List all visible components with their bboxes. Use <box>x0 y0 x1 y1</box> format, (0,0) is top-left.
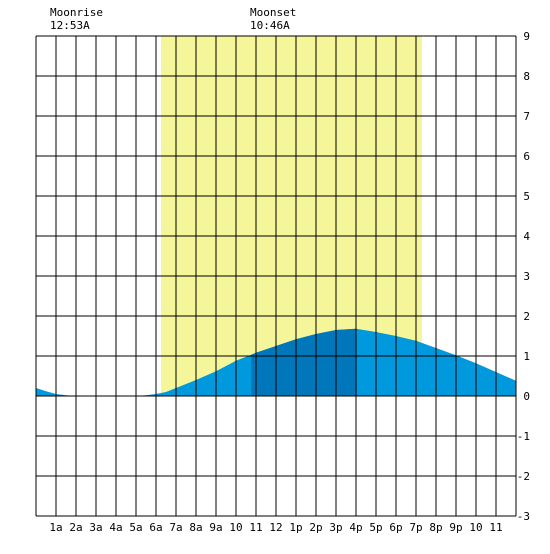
x-tick-label: 2p <box>309 521 322 534</box>
x-tick-layer: 1a 2a 3a 4a 5a 6a 7a 8a 9a 10 11 12 1p 2p 3p 4p 5p 6p 7p 8p… <box>49 521 502 534</box>
y-tick-label: 9 <box>523 30 530 43</box>
y-tick-label: -3 <box>517 510 530 523</box>
y-tick-label: -2 <box>517 470 530 483</box>
x-tick-label: 9p <box>449 521 462 534</box>
x-tick-label: 4a <box>109 521 122 534</box>
x-tick-label: 5p <box>369 521 382 534</box>
x-tick-label: 11 <box>489 521 502 534</box>
y-tick-layer: -3 -2 -1 0 1 2 3 4 5 6 7 8 9 <box>517 30 531 523</box>
x-tick-label: 8a <box>189 521 202 534</box>
tide-area-highlight <box>251 328 356 396</box>
y-tick-label: 1 <box>523 350 530 363</box>
y-tick-label: 2 <box>523 310 530 323</box>
moonset-time: 10:46A <box>250 19 290 32</box>
y-tick-label: 0 <box>523 390 530 403</box>
x-tick-label: 6a <box>149 521 162 534</box>
x-tick-label: 9a <box>209 521 222 534</box>
x-tick-label: 10 <box>469 521 482 534</box>
x-tick-label: 4p <box>349 521 362 534</box>
grid-layer <box>35 35 517 517</box>
annotation-layer: Moonrise 12:53A Moonset 10:46A <box>50 6 296 32</box>
x-tick-label: 7a <box>169 521 182 534</box>
x-tick-label: 3p <box>329 521 342 534</box>
moonrise-time: 12:53A <box>50 19 90 32</box>
y-tick-label: 4 <box>523 230 530 243</box>
x-tick-label: 1a <box>49 521 62 534</box>
moonrise-label: Moonrise <box>50 6 103 19</box>
x-tick-label: 8p <box>429 521 442 534</box>
y-tick-label: 7 <box>523 110 530 123</box>
y-tick-label: 3 <box>523 270 530 283</box>
y-tick-label: -1 <box>517 430 530 443</box>
x-tick-label: 2a <box>69 521 82 534</box>
x-tick-label: 5a <box>129 521 142 534</box>
x-tick-label: 3a <box>89 521 102 534</box>
x-tick-label: 10 <box>229 521 242 534</box>
y-tick-label: 6 <box>523 150 530 163</box>
y-tick-label: 8 <box>523 70 530 83</box>
x-tick-label: 6p <box>389 521 402 534</box>
x-tick-label: 1p <box>289 521 302 534</box>
y-tick-label: 5 <box>523 190 530 203</box>
x-tick-label: 12 <box>269 521 282 534</box>
x-tick-label: 7p <box>409 521 422 534</box>
x-tick-label: 11 <box>249 521 262 534</box>
moonset-label: Moonset <box>250 6 296 19</box>
